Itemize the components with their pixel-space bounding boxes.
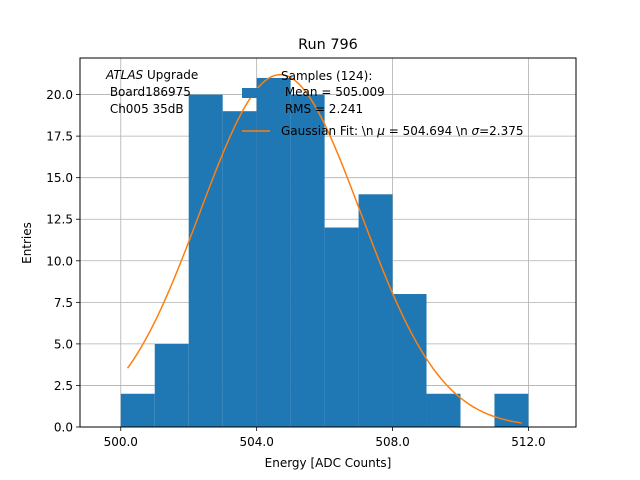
- x-axis-label: Energy [ADC Counts]: [265, 456, 392, 470]
- annotation-upgrade: Upgrade: [143, 68, 198, 82]
- histogram-bar: [358, 194, 393, 427]
- histogram-bar: [426, 393, 461, 427]
- annotation-atlas: ATLAS: [105, 68, 144, 82]
- histogram-bar: [120, 393, 155, 427]
- y-tick-label: 12.5: [46, 213, 73, 227]
- x-tick-label: 512.0: [511, 435, 545, 449]
- y-tick-label: 5.0: [54, 337, 73, 351]
- gaussian-fit-curve: [126, 73, 522, 424]
- x-tick-label: 500.0: [104, 435, 138, 449]
- histogram-bar: [290, 94, 325, 427]
- legend-fit-sigma: σ: [472, 124, 480, 138]
- legend-hist-line-3: RMS = 2.241: [281, 102, 363, 116]
- legend-fit-post: =2.375: [479, 124, 523, 138]
- legend-hist-line-2: Mean = 505.009: [281, 85, 385, 99]
- histogram-bar: [188, 94, 223, 427]
- histogram-bar: [324, 227, 359, 427]
- y-tick-label: 7.5: [54, 296, 73, 310]
- legend-hist-swatch: [242, 88, 270, 98]
- annotation-channel: Ch005 35dB: [106, 102, 184, 116]
- atlas-annotation: ATLAS Upgrade Board186975 Ch005 35dB: [105, 68, 198, 116]
- histogram-bar: [256, 77, 291, 427]
- legend-hist-line-1: Samples (124):: [281, 69, 372, 83]
- y-tick-label: 10.0: [46, 254, 73, 268]
- chart-title: Run 796: [298, 37, 358, 53]
- y-tick-label: 2.5: [54, 379, 73, 393]
- y-tick-label: 0.0: [54, 421, 73, 435]
- fit-curve-group: [126, 73, 522, 424]
- plot-frame: [79, 57, 577, 428]
- legend-fit-mid: = 504.694 \n: [385, 124, 472, 138]
- y-tick-label: 17.5: [46, 130, 73, 144]
- histogram-bar: [494, 393, 529, 427]
- legend-fit-mu: μ: [376, 124, 385, 138]
- bars: [120, 77, 529, 428]
- histogram-bar: [222, 111, 257, 428]
- histogram-bar: [154, 343, 189, 427]
- x-axis: 500.0 504.0 508.0 512.0: [104, 427, 546, 449]
- y-tick-label: 20.0: [46, 88, 73, 102]
- legend: Samples (124): Mean = 505.009 RMS = 2.24…: [242, 69, 524, 138]
- y-axis: 0.0 2.5 5.0 7.5 10.0 12.5 15.0 17.5 20.0: [46, 88, 80, 435]
- x-tick-label: 504.0: [239, 435, 273, 449]
- annotation-line-1: ATLAS Upgrade: [105, 68, 198, 82]
- legend-fit-label: Gaussian Fit: \n μ = 504.694 \n σ=2.375: [281, 124, 524, 138]
- histogram-bar: [392, 294, 427, 427]
- annotation-board: Board186975: [106, 85, 191, 99]
- legend-fit-pre: Gaussian Fit: \n: [281, 124, 377, 138]
- y-axis-label: Entries: [20, 222, 34, 264]
- x-tick-label: 508.0: [375, 435, 409, 449]
- y-tick-label: 15.0: [46, 171, 73, 185]
